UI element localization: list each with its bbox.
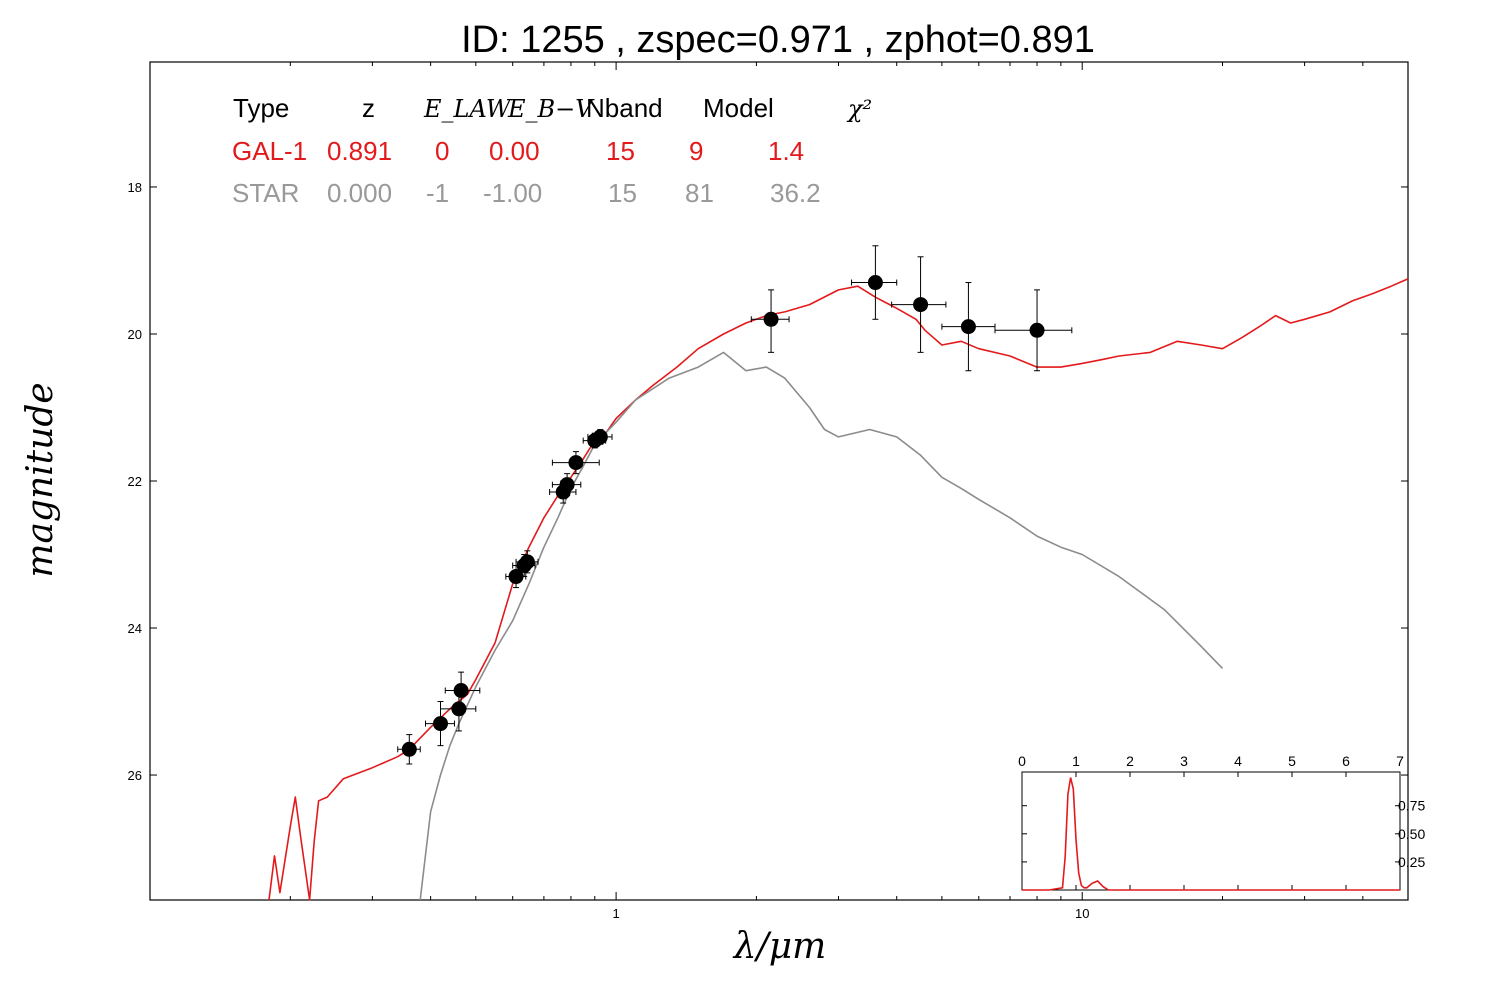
inset-x-tick-label: 3	[1180, 753, 1188, 769]
inset-axes: 0 1 2 3 4 5 6 7 0.25 0.50 0.75	[1018, 753, 1425, 890]
data-marker	[432, 716, 448, 732]
data-point	[851, 245, 898, 320]
inset-x-tick-label: 1	[1072, 753, 1080, 769]
inset-frame	[1021, 771, 1401, 891]
model-spectra	[268, 278, 1409, 901]
data-marker	[960, 319, 976, 335]
cell-chi2: 1.4	[768, 136, 804, 166]
inset-x-tick-label: 5	[1288, 753, 1296, 769]
photometry-points	[397, 245, 1073, 765]
data-marker	[592, 429, 608, 445]
cell-type: GAL-1	[232, 136, 307, 166]
table-row-star: STAR 0.000 -1 -1.00 15 81 36.2	[232, 178, 821, 208]
y-tick-label: 20	[128, 327, 142, 342]
cell-ebv: -1.00	[483, 178, 542, 208]
data-marker	[453, 683, 469, 698]
galaxy-model-line	[268, 278, 1409, 901]
star-model-line	[419, 351, 1224, 901]
inset-y-tick-label: 0.25	[1398, 854, 1425, 870]
inset-x-tick-label: 4	[1234, 753, 1242, 769]
cell-elaw: -1	[426, 178, 449, 208]
data-point	[994, 289, 1073, 372]
data-marker	[867, 275, 883, 291]
x-tick-label: 10	[1075, 906, 1089, 921]
cell-elaw: 0	[435, 136, 449, 166]
data-marker	[519, 554, 535, 570]
x-tick-label: 1	[612, 906, 619, 921]
table-row-gal: GAL-1 0.891 0 0.00 15 9 1.4	[232, 136, 804, 166]
cell-chi2: 36.2	[770, 178, 821, 208]
data-marker	[559, 477, 575, 493]
data-point	[551, 451, 600, 475]
data-marker	[508, 569, 524, 585]
inset-x-tick-label: 2	[1126, 753, 1134, 769]
header-nband: Nband	[586, 93, 663, 123]
x-axis: 1 10	[149, 62, 1409, 921]
header-elaw: E_LAW	[423, 95, 513, 123]
cell-type: STAR	[232, 178, 299, 208]
chart-title: ID: 1255 , zspec=0.971 , zphot=0.891	[461, 19, 1095, 61]
y-tick-label: 18	[128, 180, 142, 195]
data-marker	[1029, 322, 1045, 338]
header-model: Model	[703, 93, 774, 123]
data-marker	[401, 741, 417, 757]
fit-results-table: Type z E_LAW E_B−V Nband Model χ² GAL-1 …	[232, 93, 872, 208]
data-point	[397, 734, 421, 765]
pdz-curve	[1022, 777, 1400, 891]
inset-x-tick-label: 6	[1342, 753, 1350, 769]
cell-z: 0.891	[327, 136, 392, 166]
header-chi2: χ²	[846, 95, 872, 123]
cell-nband: 15	[608, 178, 637, 208]
data-point	[444, 671, 481, 710]
y-tick-label: 24	[128, 621, 142, 636]
header-ebv: E_B−V	[507, 95, 595, 123]
data-point	[891, 256, 947, 353]
inset-x-tick-label: 0	[1018, 753, 1026, 769]
cell-z: 0.000	[327, 178, 392, 208]
inset-y-tick-label: 0.50	[1398, 826, 1425, 842]
data-point	[941, 282, 996, 372]
data-point	[587, 429, 613, 445]
data-marker	[763, 311, 779, 327]
inset-curve-layer	[1022, 777, 1400, 891]
cell-ebv: 0.00	[489, 136, 540, 166]
y-axis-label: magnitude	[20, 382, 61, 577]
data-point	[515, 550, 539, 574]
header-z: z	[362, 93, 375, 123]
header-type: Type	[233, 93, 289, 123]
data-marker	[568, 455, 584, 471]
cell-model: 9	[689, 136, 703, 166]
cell-model: 81	[685, 178, 714, 208]
y-tick-label: 26	[128, 768, 142, 783]
data-point	[551, 473, 582, 497]
x-axis-label: λ/μm	[732, 926, 826, 967]
y-tick-label: 22	[128, 474, 142, 489]
data-point	[750, 289, 790, 353]
cell-nband: 15	[606, 136, 635, 166]
data-marker	[913, 297, 929, 313]
inset-x-tick-label: 7	[1396, 753, 1404, 769]
pdz-inset: 0 1 2 3 4 5 6 7 0.25 0.50 0.75	[1018, 753, 1425, 891]
inset-y-tick-label: 0.75	[1398, 798, 1425, 814]
data-point	[424, 701, 455, 747]
